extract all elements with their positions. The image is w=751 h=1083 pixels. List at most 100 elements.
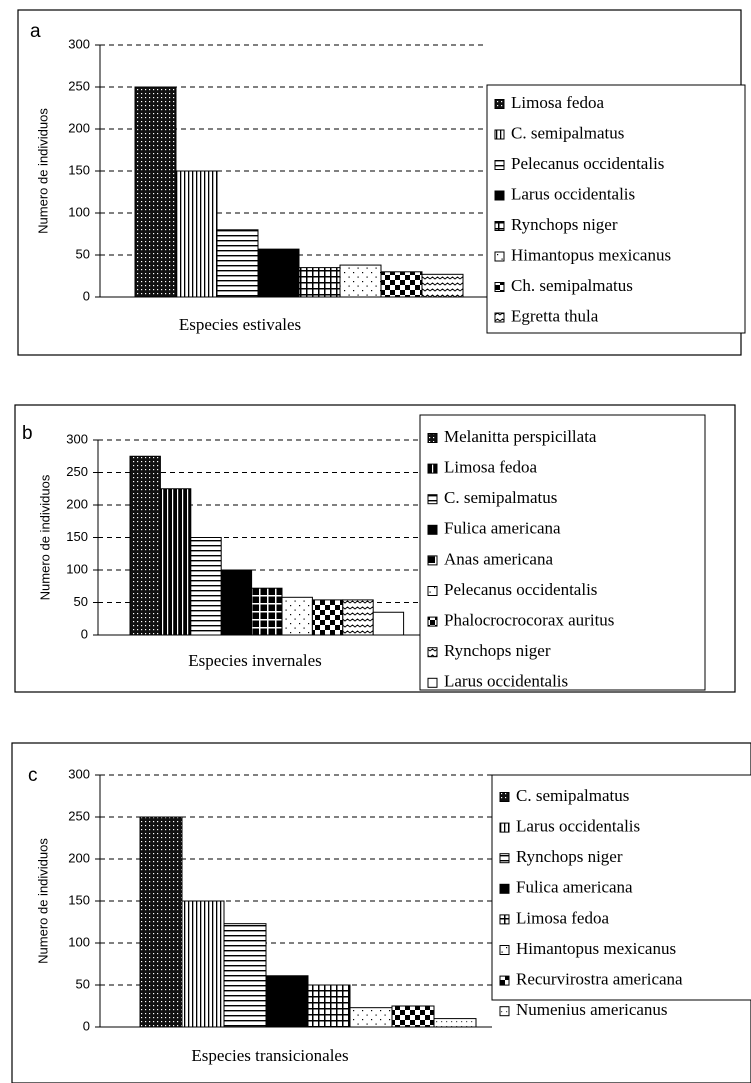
bar	[298, 267, 341, 298]
bar	[372, 611, 405, 636]
panel-label: a	[30, 21, 41, 42]
legend-label: Fulica americana	[444, 519, 561, 538]
legend-label: Fulica americana	[516, 878, 633, 897]
legend-label: Larus occidentalis	[444, 672, 568, 691]
y-tick-label: 200	[68, 850, 90, 865]
legend-swatch	[494, 99, 505, 109]
y-tick-label: 50	[76, 246, 90, 261]
panel-label: b	[22, 423, 33, 444]
y-axis-label: Numero de individuos	[37, 474, 52, 600]
bar	[129, 455, 161, 636]
y-axis-label: Numero de individuos	[35, 108, 50, 234]
legend-swatch	[494, 160, 505, 170]
bar	[220, 569, 253, 636]
bar	[223, 923, 267, 1028]
bar	[311, 599, 344, 636]
legend-label: Melanitta perspicillata	[444, 427, 597, 446]
legend-label: C. semipalmatus	[511, 123, 624, 142]
y-tick-label: 100	[68, 934, 90, 949]
legend-swatch	[427, 494, 438, 505]
bar	[339, 264, 382, 298]
legend-swatch	[499, 914, 510, 925]
legend-label: C. semipalmatus	[516, 786, 629, 805]
legend-label: Rynchops niger	[444, 641, 551, 660]
legend-label: Himantopus mexicanus	[511, 245, 671, 264]
legend-frame	[491, 774, 751, 1001]
legend-label: Larus occidentalis	[516, 817, 640, 836]
y-tick-label: 0	[83, 288, 90, 303]
legend-swatch	[494, 251, 505, 262]
legend-swatch	[494, 282, 505, 292]
legend-swatch	[427, 616, 438, 627]
x-axis-label: Especies estivales	[179, 315, 301, 334]
y-tick-label: 300	[66, 431, 88, 446]
legend-swatch	[494, 190, 505, 201]
legend-swatch	[499, 945, 510, 955]
bar	[216, 229, 259, 298]
legend-label: Rynchops niger	[511, 215, 618, 234]
bar	[421, 273, 464, 298]
legend-swatch	[494, 221, 505, 231]
bar	[134, 86, 177, 298]
bar	[342, 599, 374, 636]
legend-swatch	[499, 1006, 510, 1017]
legend-label: C. semipalmatus	[444, 488, 557, 507]
legend-label: Limosa fedoa	[444, 458, 537, 477]
bar	[257, 248, 300, 298]
y-tick-label: 150	[68, 892, 90, 907]
legend-swatch	[427, 647, 438, 658]
legend-swatch	[427, 433, 438, 443]
y-tick-label: 0	[83, 1018, 90, 1033]
bar	[190, 537, 222, 636]
legend-swatch	[494, 312, 505, 323]
y-tick-label: 300	[68, 36, 90, 51]
y-tick-label: 250	[66, 464, 88, 479]
legend-label: Larus occidentalis	[511, 184, 635, 203]
legend-label: Numenius americanus	[516, 1000, 668, 1019]
y-tick-label: 150	[66, 529, 88, 544]
legend-label: Limosa fedoa	[516, 908, 609, 927]
bar	[281, 596, 313, 636]
legend-swatch	[499, 853, 510, 864]
legend-label: Pelecanus occidentalis	[444, 580, 597, 599]
legend-swatch	[427, 463, 438, 474]
y-tick-label: 50	[76, 976, 90, 991]
legend-swatch	[494, 129, 505, 140]
y-tick-label: 100	[66, 561, 88, 576]
bar	[265, 975, 309, 1028]
bar	[175, 170, 218, 298]
bar	[380, 271, 423, 298]
bar	[307, 984, 351, 1028]
y-tick-label: 50	[74, 594, 88, 609]
legend-swatch	[499, 975, 510, 986]
x-axis-label: Especies invernales	[188, 651, 322, 670]
y-tick-label: 300	[68, 766, 90, 781]
legend-label: Himantopus mexicanus	[516, 939, 676, 958]
y-tick-label: 0	[81, 626, 88, 641]
legend-label: Anas americana	[444, 549, 553, 568]
y-tick-label: 200	[68, 120, 90, 135]
legend-label: Pelecanus occidentalis	[511, 154, 664, 173]
legend-swatch	[499, 822, 510, 833]
bar	[349, 1007, 393, 1028]
legend-label: Limosa fedoa	[511, 93, 604, 112]
legend-label: Rynchops niger	[516, 847, 623, 866]
bar	[391, 1005, 435, 1028]
y-tick-label: 250	[68, 78, 90, 93]
legend-swatch	[427, 677, 438, 688]
legend-label: Phalocrocrocorax auritus	[444, 611, 614, 630]
y-tick-label: 250	[68, 808, 90, 823]
legend-swatch	[427, 524, 438, 535]
x-axis-label: Especies transicionales	[191, 1046, 348, 1065]
legend-label: Ch. semipalmatus	[511, 276, 633, 295]
legend-swatch	[427, 555, 438, 566]
legend-label: Egretta thula	[511, 306, 599, 325]
bar	[433, 1018, 477, 1028]
bar	[139, 816, 183, 1028]
legend-swatch	[427, 586, 438, 596]
panel-frame	[11, 742, 751, 1083]
legend-label: Recurvirostra americana	[516, 970, 683, 989]
legend-swatch	[499, 883, 510, 894]
